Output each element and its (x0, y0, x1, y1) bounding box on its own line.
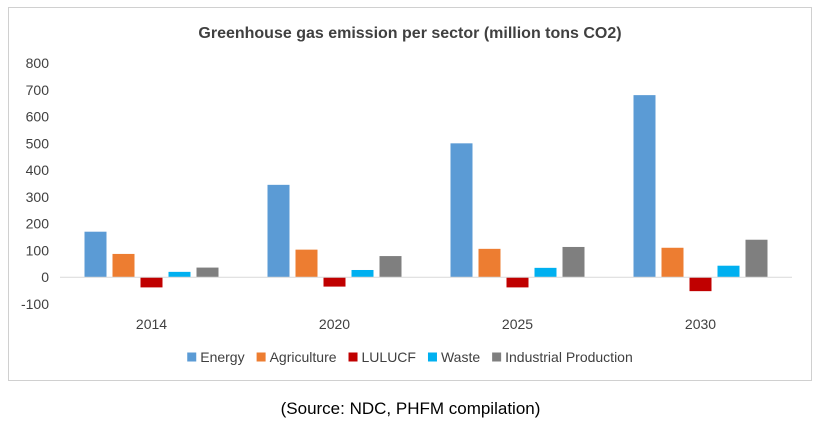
bar-energy (633, 95, 656, 278)
legend-swatch (427, 352, 437, 362)
legend-label: Waste (441, 349, 480, 365)
bar-industrial-production (379, 256, 402, 278)
legend-label: Energy (200, 349, 244, 365)
chart-container (8, 7, 812, 381)
bar-lulucf (506, 277, 529, 288)
y-tick-label: 700 (26, 82, 50, 98)
x-tick-label: 2030 (685, 316, 716, 332)
bar-energy (450, 143, 473, 278)
x-tick-label: 2020 (319, 316, 350, 332)
y-tick-label: 0 (41, 269, 49, 285)
bar-agriculture (478, 248, 501, 278)
y-tick-label: 100 (26, 242, 50, 258)
y-tick-label: 500 (26, 135, 50, 151)
legend-label: Agriculture (270, 349, 337, 365)
x-tick-label: 2025 (502, 316, 533, 332)
bar-waste (351, 269, 374, 278)
source-caption: (Source: NDC, PHFM compilation) (280, 399, 541, 418)
bar-lulucf (140, 277, 163, 288)
y-tick-label: -100 (21, 296, 49, 312)
bar-energy (84, 231, 107, 278)
legend-label: LULUCF (362, 349, 416, 365)
y-tick-label: 400 (26, 162, 50, 178)
x-tick-label: 2014 (136, 316, 167, 332)
bar-waste (168, 271, 191, 278)
legend-swatch (187, 352, 197, 362)
y-tick-label: 300 (26, 189, 50, 205)
y-tick-label: 200 (26, 216, 50, 232)
bar-industrial-production (562, 246, 585, 278)
bar-energy (267, 184, 290, 278)
legend-swatch (256, 352, 266, 362)
legend-swatch (492, 352, 502, 362)
bar-industrial-production (745, 239, 768, 278)
bar-waste (717, 265, 740, 278)
bar-lulucf (323, 277, 346, 287)
bar-agriculture (661, 247, 684, 278)
y-tick-label: 800 (26, 55, 50, 71)
legend-swatch (348, 352, 358, 362)
bar-agriculture (295, 249, 318, 278)
bar-agriculture (112, 253, 135, 278)
chart-title: Greenhouse gas emission per sector (mill… (198, 25, 621, 42)
bar-chart: Greenhouse gas emission per sector (mill… (21, 25, 792, 365)
legend-label: Industrial Production (505, 349, 633, 365)
bar-lulucf (689, 277, 712, 292)
y-tick-label: 600 (26, 109, 50, 125)
bar-industrial-production (196, 267, 219, 278)
bar-waste (534, 267, 557, 278)
